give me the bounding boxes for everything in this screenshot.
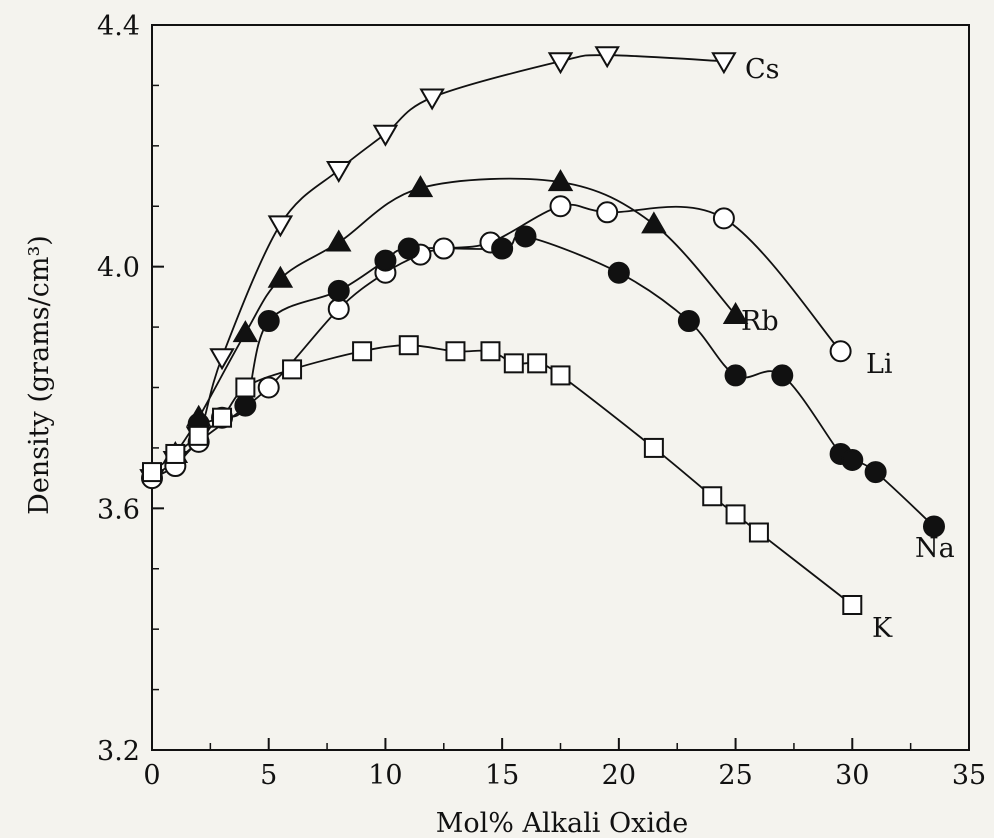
data-point-rb [267,265,294,288]
data-point-li [257,376,280,399]
series-label-na: Na [915,533,955,564]
data-point-na [771,364,794,387]
data-point-na [922,515,945,538]
x-tick-label: 30 [835,760,869,791]
data-point-rb [722,302,749,324]
x-tick-label: 25 [718,760,752,791]
x-tick-label: 10 [368,760,402,791]
data-point-li [596,201,619,224]
data-point-na [491,237,514,260]
data-point-na [397,237,420,260]
series-label-k: K [872,613,893,644]
y-tick-label: 3.2 [97,736,140,767]
data-point-na [677,310,700,333]
data-point-li [549,195,572,218]
data-point-k [842,595,863,615]
data-point-k [212,407,233,428]
data-point-k [480,341,501,362]
data-point-rb [547,169,574,192]
data-point-k [702,486,723,507]
data-point-k [282,359,303,380]
data-point-rb [326,229,352,252]
data-point-li [432,237,455,260]
series-label-rb: Rb [741,306,779,337]
series-curve-k [151,344,853,606]
series-curve-rb [174,177,737,455]
data-point-k [527,353,548,374]
data-point-na [374,249,397,272]
y-axis-title: Density (grams/cm³) [24,235,55,515]
data-point-k [643,437,664,458]
data-point-rb [232,320,259,343]
y-tick-label: 3.6 [97,494,140,525]
x-tick-label: 0 [143,760,160,791]
data-point-k [188,425,209,446]
data-point-k [398,335,419,356]
data-point-cs [267,215,294,238]
series-label-cs: Cs [745,54,780,85]
data-point-na [257,310,280,333]
data-point-k [235,377,256,398]
x-tick-label: 20 [602,760,636,791]
data-point-cs [594,46,620,69]
data-point-cs [209,348,235,371]
x-tick-label: 15 [485,760,519,791]
data-point-li [712,207,735,230]
x-tick-label: 35 [952,760,986,791]
data-point-k [352,341,373,362]
data-point-na [514,225,537,248]
data-point-cs [326,161,352,183]
data-point-k [503,353,524,374]
data-point-na [234,394,257,417]
data-point-cs [547,52,574,75]
data-point-na [724,364,747,387]
data-point-cs [419,88,445,111]
data-point-k [445,341,466,362]
data-point-cs [711,52,737,75]
data-point-rb [407,175,434,198]
data-point-na [607,261,630,284]
data-point-k [550,365,571,386]
data-point-cs [372,124,399,147]
data-point-na [864,461,887,484]
series-label-li: Li [866,349,893,380]
ticks-layer: 0 5 10 15 20 25 30 35 3.2 3.6 4.0 4.4 [97,11,986,791]
data-point-li [327,297,350,320]
markers-layer [139,46,945,615]
labels-layer: Cs Rb Li Na K [741,54,955,644]
data-point-na [327,279,350,302]
x-tick-label: 5 [260,760,277,791]
data-point-rb [641,211,667,234]
data-point-k [165,443,186,464]
data-point-k [748,522,769,543]
data-point-na [841,449,864,471]
data-point-k [725,504,746,525]
y-tick-label: 4.0 [97,253,140,284]
x-axis-title: Mol% Alkali Oxide [436,808,688,838]
data-point-k [142,462,162,483]
data-point-li [829,340,852,363]
y-tick-label: 4.4 [97,11,140,42]
